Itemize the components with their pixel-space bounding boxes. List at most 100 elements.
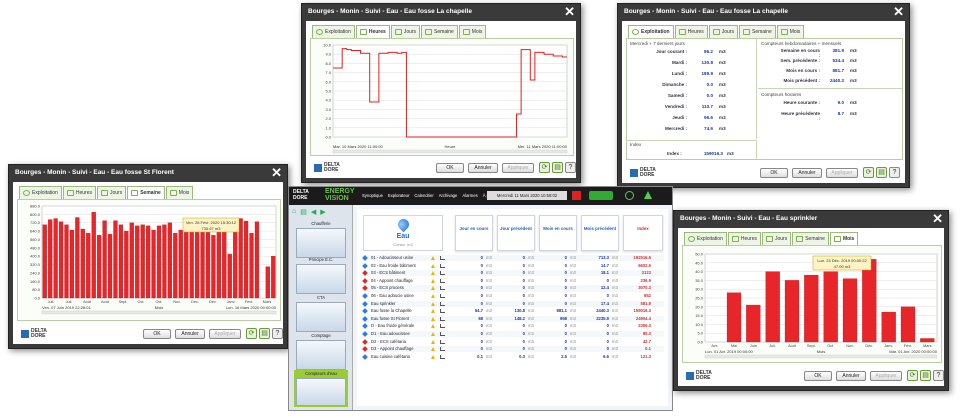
tab-heures[interactable]: Heures <box>62 186 96 199</box>
table-row[interactable]: 01 - Adoucisseur usine 0 m3 0 m3 0 m3 713.3 m3 19… <box>361 255 664 262</box>
warning-icon[interactable] <box>431 256 435 260</box>
graph-icon[interactable] <box>440 339 445 344</box>
help-icon[interactable]: ? <box>933 370 944 381</box>
warning-icon[interactable] <box>431 309 435 314</box>
user-status-icon[interactable] <box>589 191 613 200</box>
tree-icon[interactable]: ▤ <box>300 209 307 216</box>
tab-exploitation[interactable]: Exploitation <box>312 25 355 38</box>
window-title-bar[interactable]: Bourges - Monin - Suivi - Eau - Eau foss… <box>618 4 909 20</box>
warning-icon[interactable] <box>431 278 435 283</box>
close-icon[interactable]: ✕ <box>271 165 282 180</box>
graph-icon[interactable] <box>440 256 445 260</box>
tab-mois[interactable]: Mois <box>458 25 487 38</box>
window-title-bar[interactable]: Bourges - Monin - Suivi - Eau - Eau spri… <box>674 211 948 227</box>
apply-button[interactable]: Appliquer <box>826 168 858 178</box>
window-title-bar[interactable]: Bourges - Monin - Suivi - Eau - Eau foss… <box>302 4 580 20</box>
table-row[interactable]: 05 - ECS process 0 m3 0 m3 0 m3 12.4 m3 3070.3 <box>361 285 664 292</box>
table-row[interactable]: D - Eau froide générale 0 m3 0 m3 0 m3 0 m3 2306.… <box>361 323 664 330</box>
tab-jours[interactable]: Jours <box>708 25 738 38</box>
refresh-icon[interactable]: ⟳ <box>907 370 918 381</box>
help-icon[interactable]: ? <box>272 328 283 339</box>
ok-button[interactable]: OK <box>804 371 832 381</box>
sidebar-item-compteurs-eau[interactable]: Compteurs d'eau <box>294 370 348 407</box>
menu-alarmes[interactable]: Alarmes <box>462 193 478 198</box>
table-row[interactable]: Eau fosse St Florent 68 m3 148.2 m3 958 m3 2235… <box>361 315 664 323</box>
close-icon[interactable]: ✕ <box>893 4 904 19</box>
menu-explorateur[interactable]: Explorateur <box>387 193 410 198</box>
tab-exploitation[interactable]: Exploitation <box>684 232 727 245</box>
refresh-icon[interactable]: ⟳ <box>246 328 257 339</box>
apply-button[interactable]: Appliquer <box>870 371 902 381</box>
graph-icon[interactable] <box>440 278 445 283</box>
tab-semaine[interactable]: Semaine <box>421 25 458 38</box>
table-row[interactable]: D3 - Appoint chauffage 0 m3 0 m3 0 m3 0 m3 0.1 <box>361 346 664 353</box>
warning-icon[interactable] <box>431 324 435 329</box>
refresh-icon[interactable]: ⟳ <box>863 167 874 178</box>
table-row[interactable]: Eau fosse la Chapelle 54.7 m3 130.8 m3 881.1 m… <box>361 308 664 315</box>
print-icon[interactable]: ▤ <box>876 167 887 178</box>
window-title-bar[interactable]: Bourges - Monin - Suivi - Eau - Eau foss… <box>9 165 287 181</box>
tab-jours[interactable]: Jours <box>390 25 421 38</box>
sidebar-item-cta[interactable]: CTA <box>294 295 348 332</box>
close-icon[interactable]: ✕ <box>932 211 943 226</box>
warning-icon[interactable] <box>431 294 435 298</box>
menu-synoptique[interactable]: Synoptique <box>362 193 383 198</box>
sidebar-item-principe-ec[interactable]: Principe E.C. <box>294 257 348 294</box>
warning-icon[interactable] <box>431 263 435 268</box>
graph-icon[interactable] <box>440 316 445 321</box>
back-icon[interactable]: ◀ <box>310 209 317 216</box>
tab-semaine[interactable]: Semaine <box>792 232 829 245</box>
cancel-button[interactable]: Annuler <box>792 168 822 178</box>
graph-icon[interactable] <box>440 263 445 268</box>
help-icon[interactable]: ? <box>565 162 576 173</box>
table-row[interactable]: Eau cuisine cafétaria 0.1 m3 0.3 m3 2.5 m3 6.6 m… <box>361 354 664 360</box>
graph-icon[interactable] <box>440 309 445 314</box>
ok-button[interactable]: OK <box>436 163 464 173</box>
bell-icon[interactable] <box>644 191 652 199</box>
warning-icon[interactable] <box>431 301 435 306</box>
table-row[interactable]: 04 - Appoint chauffage 0 m3 0 m3 0 m3 0 m3 236.9 <box>361 278 664 284</box>
menu-calendrier[interactable]: Calendrier <box>414 193 434 198</box>
power-icon[interactable] <box>625 191 634 200</box>
warning-icon[interactable] <box>431 286 435 291</box>
apply-button[interactable]: Appliquer <box>502 163 534 173</box>
tab-heures[interactable]: Heures <box>727 232 761 245</box>
tab-heures[interactable]: Heures <box>674 25 708 38</box>
ok-button[interactable]: OK <box>760 168 788 178</box>
graph-icon[interactable] <box>440 294 445 298</box>
tab-exploitation[interactable]: Exploitation <box>19 186 62 199</box>
graph-icon[interactable] <box>440 324 445 329</box>
tab-mois[interactable]: Mois <box>165 186 194 199</box>
graph-icon[interactable] <box>440 271 445 276</box>
graph-icon[interactable] <box>440 354 445 359</box>
tab-semaine[interactable]: Semaine <box>127 186 165 199</box>
graph-icon[interactable] <box>440 347 445 352</box>
menu-archivage[interactable]: Archivage <box>438 193 458 198</box>
warning-icon[interactable] <box>431 339 435 344</box>
tab-semaine[interactable]: Semaine <box>738 25 776 38</box>
print-icon[interactable]: ▤ <box>552 162 563 173</box>
table-row[interactable]: 02 - Eau froide bâtiment 0 m3 0 m3 0 m3 14.7 m3 6… <box>361 263 664 269</box>
cancel-button[interactable]: Annuler <box>175 329 205 339</box>
refresh-icon[interactable]: ⟳ <box>539 162 550 173</box>
table-row[interactable]: 06 - Eau adoucie usine 0 m3 0 m3 0 m3 0 m3 852 <box>361 293 664 299</box>
tab-mois[interactable]: Mois <box>829 232 859 245</box>
warning-icon[interactable] <box>431 332 435 336</box>
help-icon[interactable]: ? <box>889 167 900 178</box>
print-icon[interactable]: ▤ <box>920 370 931 381</box>
forward-icon[interactable]: ▶ <box>320 209 326 216</box>
ok-button[interactable]: OK <box>143 329 171 339</box>
graph-icon[interactable] <box>440 332 445 336</box>
cancel-button[interactable]: Annuler <box>468 163 498 173</box>
table-row[interactable]: D1 - Eau adoucissee 0 m3 0 m3 0 m3 0 m3 85.3 <box>361 331 664 338</box>
sidebar-item-chaufferie[interactable]: Chaufferie <box>294 221 348 258</box>
warning-icon[interactable] <box>431 347 435 352</box>
sidebar-item-comptage[interactable]: Comptage <box>294 333 348 370</box>
warning-icon[interactable] <box>431 354 435 359</box>
tab-jours[interactable]: Jours <box>761 232 792 245</box>
tab-jours[interactable]: Jours <box>96 186 127 199</box>
graph-icon[interactable] <box>440 286 445 291</box>
cancel-button[interactable]: Annuler <box>836 371 866 381</box>
tab-exploitation[interactable]: Exploitation <box>628 25 674 38</box>
print-icon[interactable]: ▤ <box>259 328 270 339</box>
